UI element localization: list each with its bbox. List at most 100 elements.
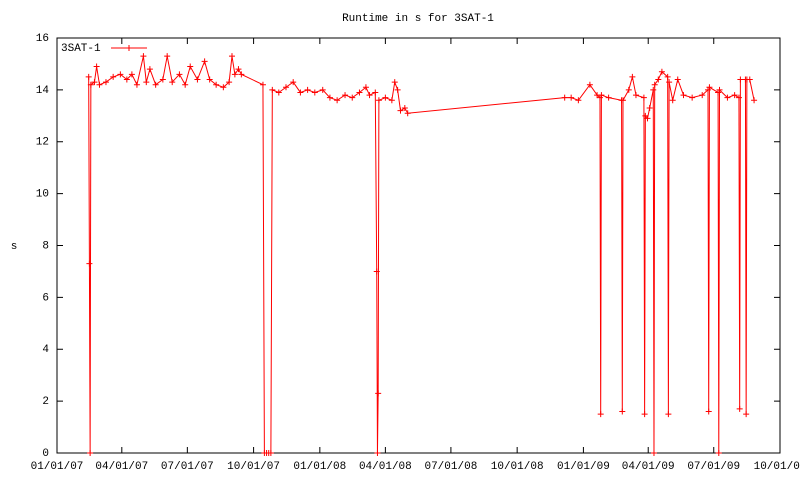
point-marker — [735, 94, 742, 101]
point-marker — [110, 73, 117, 80]
point-marker — [715, 450, 722, 456]
x-tick-label: 10/01/08 — [491, 461, 544, 473]
point-marker — [689, 94, 696, 101]
x-tick-label: 07/01/07 — [161, 461, 214, 473]
point-marker — [605, 94, 612, 101]
x-tick-label: 10/01/09 — [754, 461, 800, 473]
y-tick-label: 2 — [42, 396, 49, 408]
point-marker — [259, 81, 266, 88]
point-marker — [391, 79, 398, 86]
x-tick-label: 04/01/08 — [359, 461, 412, 473]
point-marker — [388, 97, 395, 104]
x-tick-label: 10/01/07 — [227, 461, 280, 473]
point-marker — [404, 110, 411, 117]
point-marker — [226, 79, 233, 86]
point-marker — [86, 260, 93, 267]
point-marker — [176, 71, 183, 78]
point-marker — [87, 450, 94, 456]
point-marker — [375, 390, 382, 397]
point-marker — [619, 408, 626, 415]
point-marker — [705, 408, 712, 415]
point-marker — [228, 53, 235, 60]
point-marker — [152, 81, 159, 88]
point-marker — [349, 94, 356, 101]
point-marker — [187, 63, 194, 70]
point-marker — [143, 79, 150, 86]
point-marker — [737, 76, 744, 83]
point-marker — [561, 94, 568, 101]
point-marker — [666, 79, 673, 86]
point-marker — [362, 84, 369, 91]
point-marker — [231, 71, 238, 78]
point-marker — [632, 92, 639, 99]
point-marker — [665, 411, 672, 418]
point-marker — [220, 84, 227, 91]
point-marker — [102, 79, 109, 86]
legend-label: 3SAT-1 — [61, 43, 101, 55]
point-marker — [641, 411, 648, 418]
point-marker — [311, 89, 318, 96]
point-marker — [375, 97, 382, 104]
point-marker — [374, 450, 381, 456]
point-marker — [401, 105, 408, 112]
point-marker — [117, 71, 124, 78]
y-tick-label: 4 — [42, 344, 49, 356]
point-marker — [715, 89, 722, 96]
point-marker — [238, 71, 245, 78]
point-marker — [394, 86, 401, 93]
series-line — [88, 56, 755, 454]
point-marker — [664, 73, 671, 80]
x-tick-label: 07/01/09 — [687, 461, 740, 473]
point-marker — [267, 450, 274, 456]
x-tick-label: 01/01/07 — [31, 461, 84, 473]
point-marker — [372, 89, 379, 96]
x-tick-label: 01/01/08 — [293, 461, 346, 473]
x-tick-label: 04/01/07 — [95, 461, 148, 473]
point-marker — [716, 86, 723, 93]
point-marker — [356, 89, 363, 96]
point-marker — [568, 94, 575, 101]
x-tick-label: 01/01/09 — [557, 461, 610, 473]
point-marker — [275, 89, 282, 96]
point-marker — [640, 94, 647, 101]
point-marker — [655, 76, 662, 83]
point-marker — [85, 73, 92, 80]
point-marker — [669, 97, 676, 104]
point-marker — [650, 86, 657, 93]
point-marker — [596, 94, 603, 101]
point-marker — [87, 81, 94, 88]
point-marker — [319, 86, 326, 93]
point-marker — [201, 58, 208, 65]
point-marker — [304, 86, 311, 93]
point-marker — [182, 81, 189, 88]
point-marker — [397, 107, 404, 114]
point-marker — [96, 81, 103, 88]
point-marker — [382, 94, 389, 101]
point-marker — [326, 94, 333, 101]
point-marker — [133, 81, 140, 88]
point-marker — [646, 105, 653, 112]
point-marker — [282, 84, 289, 91]
point-marker — [699, 92, 706, 99]
point-marker — [644, 115, 651, 122]
point-marker — [746, 76, 753, 83]
y-axis-label: s — [11, 241, 18, 253]
point-marker — [743, 411, 750, 418]
y-tick-label: 8 — [42, 240, 49, 252]
point-marker — [629, 73, 636, 80]
point-marker — [334, 97, 341, 104]
point-marker — [123, 76, 130, 83]
point-marker — [658, 68, 665, 75]
point-marker — [597, 411, 604, 418]
point-marker — [146, 66, 153, 73]
point-marker — [373, 268, 380, 275]
y-tick-label: 0 — [42, 448, 49, 460]
point-marker — [140, 53, 147, 60]
point-marker — [625, 86, 632, 93]
point-marker — [731, 92, 738, 99]
point-marker — [93, 63, 100, 70]
point-marker — [724, 94, 731, 101]
point-marker — [169, 79, 176, 86]
y-tick-label: 16 — [36, 33, 49, 45]
